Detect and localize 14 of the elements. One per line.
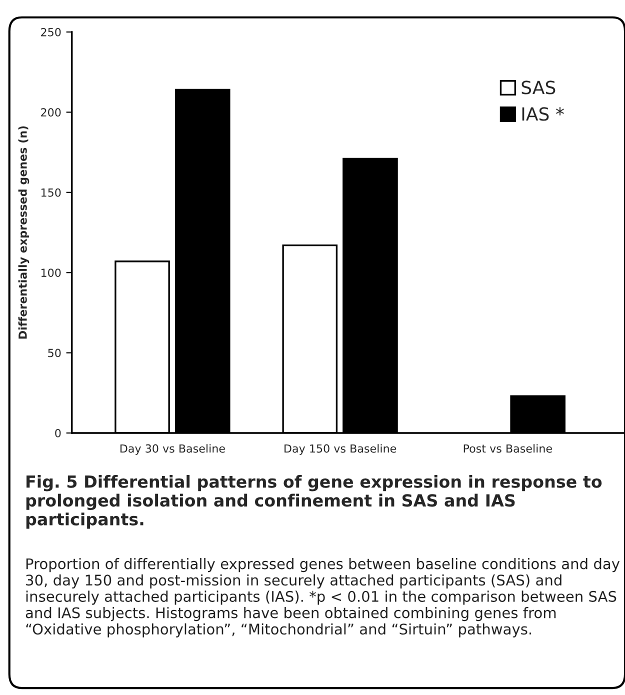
legend-label: IAS * [522,107,564,121]
y-tick-label: 0 [55,428,61,438]
y-tick-label: 250 [41,28,61,36]
x-tick-label: Day 30 vs Baseline [120,444,225,455]
y-tick-label: 50 [48,348,61,358]
y-tick-label: 200 [41,108,61,117]
y-tick-label: 100 [41,268,61,277]
text: Fig. 5 Differential patterns of gene expression in response to prolonged isolation and confinement in SAS and IAS participants. [26,475,602,529]
y-axis-title: Differentially expressed genes (n) [18,126,30,339]
legend-label: SAS [522,80,556,94]
x-tick-label: Post vs Baseline [464,444,552,453]
y-tick-label: 150 [41,188,61,197]
text: Proportion of differentially expressed genes between baseline conditions and day 30, day 150 and post-mission in securely attached participants (SAS) and insecurely attached participants (IAS). *p < 0.01 in the comparison between SAS and IAS subjects. Histograms have been obtained combining genes from “Oxidative phosphorylation”, “Mitochondrial” and “Sirtuin” pathways. [26,558,620,638]
x-tick-label: Day 150 vs Baseline [284,444,396,455]
